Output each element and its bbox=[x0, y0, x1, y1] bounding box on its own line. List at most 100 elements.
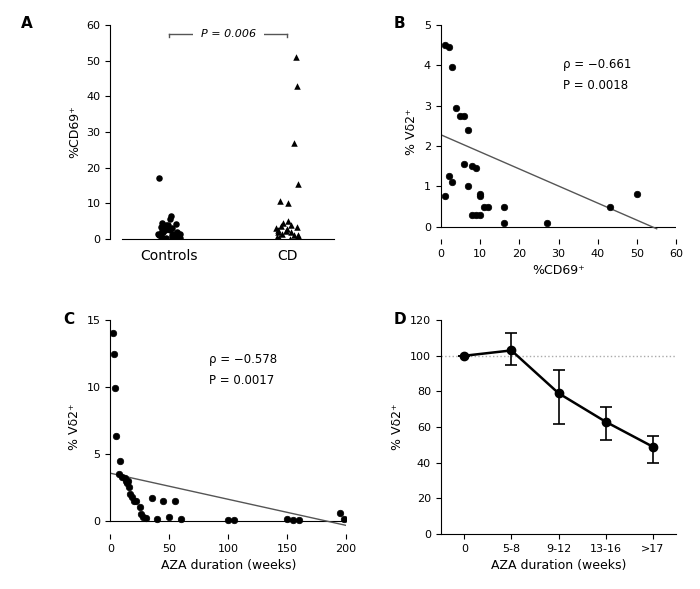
Point bbox=[292, 231, 303, 241]
Point bbox=[114, 456, 125, 465]
Point bbox=[146, 493, 158, 502]
Point bbox=[107, 329, 118, 338]
Point bbox=[155, 223, 167, 232]
Point bbox=[475, 210, 486, 219]
Point bbox=[117, 472, 128, 481]
Point bbox=[291, 223, 302, 232]
Point bbox=[167, 223, 178, 233]
Point bbox=[153, 230, 164, 240]
Point bbox=[174, 233, 186, 243]
Point bbox=[155, 231, 167, 241]
Point bbox=[293, 230, 304, 240]
Point bbox=[475, 192, 486, 201]
Point bbox=[119, 473, 130, 482]
Point bbox=[160, 221, 172, 230]
Point bbox=[272, 233, 283, 242]
Point bbox=[475, 190, 486, 199]
Point bbox=[134, 502, 146, 512]
Point bbox=[158, 496, 169, 505]
Point bbox=[164, 214, 175, 224]
Text: C: C bbox=[63, 312, 74, 326]
Point bbox=[108, 349, 120, 358]
Point bbox=[281, 515, 293, 524]
Point bbox=[282, 216, 293, 226]
Point bbox=[169, 230, 180, 239]
Point bbox=[162, 224, 174, 234]
Point bbox=[170, 219, 181, 229]
Point bbox=[153, 229, 164, 238]
Point bbox=[176, 515, 187, 524]
Point bbox=[164, 512, 175, 521]
Point bbox=[157, 218, 168, 227]
Point bbox=[223, 515, 234, 525]
Point bbox=[113, 469, 124, 479]
Point bbox=[159, 221, 170, 231]
Point bbox=[451, 103, 462, 112]
Point bbox=[288, 515, 299, 525]
Point bbox=[155, 231, 167, 241]
Point bbox=[280, 226, 291, 236]
Point bbox=[498, 202, 509, 211]
Point bbox=[458, 111, 470, 121]
Point bbox=[463, 181, 474, 191]
Point bbox=[124, 482, 135, 492]
Point bbox=[152, 515, 163, 524]
Point bbox=[272, 225, 284, 234]
Point bbox=[172, 228, 183, 237]
Point bbox=[156, 227, 167, 236]
Point bbox=[293, 179, 304, 188]
Point bbox=[463, 125, 474, 134]
Point bbox=[228, 515, 239, 525]
Point bbox=[286, 220, 297, 229]
Point bbox=[121, 478, 132, 488]
Point bbox=[288, 138, 299, 147]
Point bbox=[159, 223, 170, 233]
Point bbox=[274, 197, 286, 206]
Y-axis label: %CD69⁺: %CD69⁺ bbox=[68, 105, 81, 158]
Text: A: A bbox=[21, 16, 33, 31]
Point bbox=[161, 233, 172, 243]
Point bbox=[281, 224, 293, 234]
Point bbox=[498, 218, 509, 227]
Point bbox=[478, 202, 489, 211]
Point bbox=[166, 230, 177, 239]
Point bbox=[125, 489, 136, 499]
Text: P = 0.0018: P = 0.0018 bbox=[564, 79, 629, 92]
Point bbox=[466, 161, 477, 171]
Point bbox=[455, 111, 466, 121]
Point bbox=[166, 211, 177, 220]
Point bbox=[270, 223, 281, 233]
Point bbox=[292, 81, 303, 90]
Point bbox=[135, 509, 146, 519]
Point bbox=[443, 171, 454, 181]
Y-axis label: % Vδ2⁺: % Vδ2⁺ bbox=[405, 108, 419, 155]
Point bbox=[631, 190, 643, 199]
Point bbox=[283, 198, 294, 208]
Point bbox=[290, 52, 302, 62]
Point bbox=[128, 496, 139, 505]
Point bbox=[443, 42, 454, 52]
Point bbox=[120, 476, 132, 485]
X-axis label: %CD69⁺: %CD69⁺ bbox=[532, 264, 585, 277]
Point bbox=[470, 164, 482, 173]
X-axis label: AZA duration (weeks): AZA duration (weeks) bbox=[491, 560, 626, 573]
Text: P = 0.006: P = 0.006 bbox=[194, 29, 262, 39]
Point bbox=[122, 476, 134, 485]
Point bbox=[482, 202, 493, 211]
Point bbox=[470, 210, 482, 219]
Point bbox=[277, 218, 288, 227]
Point bbox=[109, 383, 120, 393]
Text: B: B bbox=[393, 16, 405, 31]
Point bbox=[175, 229, 186, 238]
Point bbox=[335, 508, 346, 517]
Text: D: D bbox=[393, 312, 406, 326]
Point bbox=[289, 230, 300, 239]
Text: ρ = −0.578: ρ = −0.578 bbox=[209, 353, 277, 366]
Point bbox=[604, 202, 615, 211]
Point bbox=[439, 41, 450, 50]
Point bbox=[153, 174, 164, 183]
Point bbox=[466, 210, 477, 219]
Point bbox=[274, 233, 285, 243]
Point bbox=[439, 192, 450, 201]
Point bbox=[111, 432, 122, 441]
